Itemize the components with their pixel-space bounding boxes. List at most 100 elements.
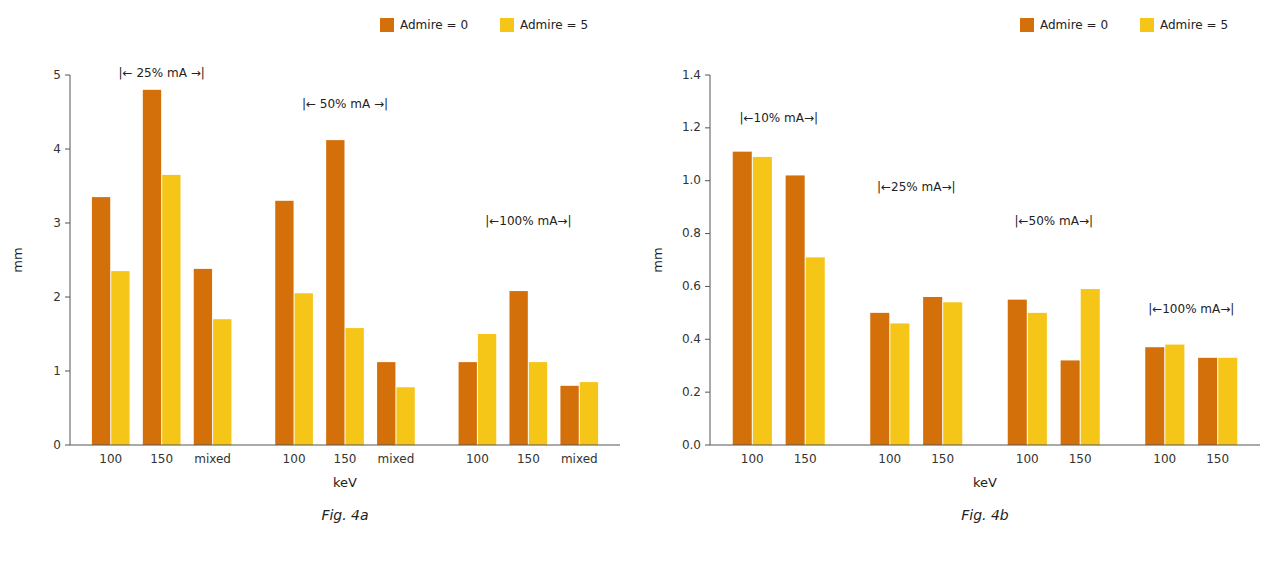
y-axis-label: mm bbox=[10, 247, 25, 272]
bar bbox=[326, 140, 344, 445]
bar bbox=[346, 328, 364, 445]
y-tick bbox=[705, 180, 710, 181]
bars bbox=[733, 152, 1238, 445]
bar bbox=[194, 269, 212, 445]
bar bbox=[890, 323, 909, 445]
annotation: |← 25% mA →| bbox=[119, 66, 205, 80]
x-tick-label: 150 bbox=[517, 452, 540, 466]
annotation: |←100% mA→| bbox=[1148, 302, 1234, 316]
bar bbox=[870, 313, 889, 445]
bar bbox=[162, 175, 180, 445]
legend: Admire = 0 Admire = 5 bbox=[1020, 18, 1228, 33]
y-tick-label: 1 bbox=[53, 364, 61, 378]
x-axis-label: keV bbox=[333, 475, 357, 490]
bar bbox=[509, 291, 527, 445]
bar bbox=[529, 362, 547, 445]
chart-canvas: 0 1 2 3 4 5 100 150 mixed 100 150 mixed 100 150 mixed |… bbox=[0, 0, 1280, 570]
x-tick-label: 100 bbox=[283, 452, 306, 466]
legend-label: Admire = 5 bbox=[1160, 18, 1228, 32]
x-tick-label: 100 bbox=[1016, 452, 1039, 466]
x-tick-label: mixed bbox=[561, 452, 598, 466]
y-axis-line bbox=[70, 75, 71, 445]
legend-label: Admire = 0 bbox=[400, 18, 468, 32]
bar bbox=[580, 382, 598, 445]
x-tick-label: 150 bbox=[150, 452, 173, 466]
bar bbox=[295, 293, 313, 445]
y-tick-label: 4 bbox=[53, 142, 61, 156]
x-tick-label: mixed bbox=[378, 452, 415, 466]
y-tick-label: 2 bbox=[53, 290, 61, 304]
x-tick-label: 150 bbox=[931, 452, 954, 466]
bar bbox=[396, 387, 414, 445]
annotation: |←25% mA→| bbox=[877, 180, 956, 194]
x-tick-label: 100 bbox=[99, 452, 122, 466]
y-tick-label: 3 bbox=[53, 216, 61, 230]
y-tick bbox=[65, 223, 70, 224]
legend-label: Admire = 5 bbox=[520, 18, 588, 32]
y-axis-line bbox=[710, 75, 711, 445]
y-tick-label: 1.2 bbox=[682, 120, 701, 134]
y-tick bbox=[65, 149, 70, 150]
annotation: |←50% mA→| bbox=[1014, 214, 1093, 228]
y-tick-label: 1.4 bbox=[682, 68, 701, 82]
bar bbox=[806, 257, 825, 445]
x-tick-label: 150 bbox=[334, 452, 357, 466]
title: Fig. 4b bbox=[961, 507, 1009, 523]
legend-swatch bbox=[500, 18, 514, 32]
y-tick-label: 0.2 bbox=[682, 385, 701, 399]
y-tick bbox=[65, 445, 70, 446]
x-tick-label: 100 bbox=[878, 452, 901, 466]
bar bbox=[733, 152, 752, 445]
bar bbox=[143, 90, 161, 445]
bar bbox=[1061, 360, 1080, 445]
bar bbox=[786, 175, 805, 445]
bar bbox=[111, 271, 129, 445]
bar bbox=[1028, 313, 1047, 445]
y-tick-label: 0.8 bbox=[682, 226, 701, 240]
y-tick bbox=[705, 445, 710, 446]
x-axis-line bbox=[70, 445, 620, 446]
title: Fig. 4a bbox=[321, 507, 368, 523]
bar bbox=[1081, 289, 1100, 445]
x-tick-label: mixed bbox=[194, 452, 231, 466]
x-tick-label: 150 bbox=[794, 452, 817, 466]
y-axis-label: mm bbox=[650, 247, 665, 272]
bar bbox=[213, 319, 231, 445]
y-tick bbox=[65, 371, 70, 372]
y-tick bbox=[65, 297, 70, 298]
panel: 0.00.20.40.60.81.01.21.41001501001501001… bbox=[650, 18, 1260, 524]
legend-swatch bbox=[1140, 18, 1154, 32]
annotation: |← 50% mA →| bbox=[302, 97, 388, 111]
y-tick-label: 0.4 bbox=[682, 332, 701, 346]
x-tick-label: 100 bbox=[466, 452, 489, 466]
bar bbox=[478, 334, 496, 445]
bar bbox=[92, 197, 110, 445]
annotation: |←10% mA→| bbox=[739, 111, 818, 125]
bar bbox=[560, 386, 578, 445]
bar bbox=[1198, 358, 1217, 445]
bar bbox=[459, 362, 477, 445]
legend: Admire = 0 Admire = 5 bbox=[380, 18, 588, 33]
panel: 0 1 2 3 4 5 100 150 mixed 100 150 mixed 100 150 mixed |… bbox=[10, 18, 620, 524]
y-tick bbox=[705, 392, 710, 393]
bars bbox=[92, 90, 598, 445]
y-tick bbox=[705, 286, 710, 287]
bar bbox=[923, 297, 942, 445]
y-tick-label: 0 bbox=[53, 438, 61, 452]
bar bbox=[1165, 345, 1184, 445]
x-axis-line bbox=[710, 445, 1260, 446]
bar bbox=[377, 362, 395, 445]
y-tick-label: 1.0 bbox=[682, 173, 701, 187]
legend-label: Admire = 0 bbox=[1040, 18, 1108, 32]
annotation: |←100% mA→| bbox=[485, 214, 571, 228]
bar bbox=[275, 201, 293, 445]
bar bbox=[1218, 358, 1237, 445]
bar bbox=[1145, 347, 1164, 445]
x-axis-label: keV bbox=[973, 475, 997, 490]
x-tick-label: 150 bbox=[1206, 452, 1229, 466]
bar bbox=[943, 302, 962, 445]
y-tick-label: 5 bbox=[53, 68, 61, 82]
x-tick-label: 150 bbox=[1069, 452, 1092, 466]
y-tick bbox=[705, 233, 710, 234]
legend-swatch bbox=[1020, 18, 1034, 32]
